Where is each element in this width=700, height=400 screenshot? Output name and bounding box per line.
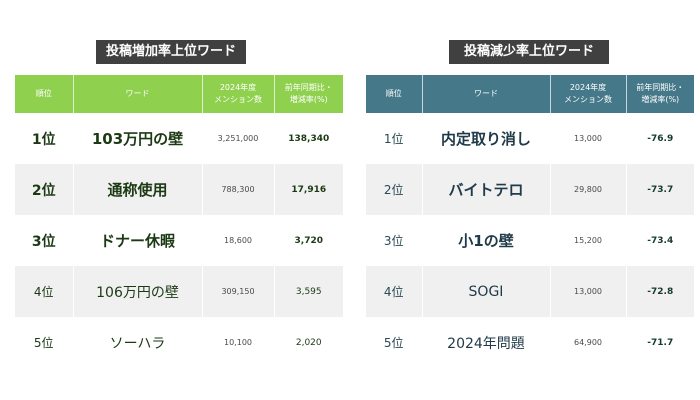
rank-cell: 1位 [366,113,423,164]
table-row: 3位 ドナー休暇 18,600 3,720 [15,215,343,266]
count-cell: 29,800 [550,164,627,215]
header-count: 2024年度 メンション数 [202,75,275,113]
rate-cell: -76.9 [647,133,674,144]
increase-title: 投稿増加率上位ワード [96,40,246,64]
rank-cell: 2位 [366,164,423,215]
rate-cell: 17,916 [274,164,343,215]
header-rate: 前年同期比・ 増減率(%) [274,75,343,113]
rank-cell: 1位 [15,113,74,164]
table-row: 5位 2024年問題 64,900 -71.7 [366,317,694,368]
rate-cell: -73.7 [626,164,694,215]
word-cell: 通称使用 [73,164,203,215]
decrease-panel: 投稿減少率上位ワード 順位 ワード 2024年度 メンション数 前年同期比・ 増減率… [366,40,694,368]
count-cell: 788,300 [202,164,275,215]
count-cell: 13,000 [550,266,627,317]
rate-cell: 2,020 [295,337,322,348]
count-cell: 18,600 [202,215,275,266]
table-row: 5位 ソーハラ 10,100 2,020 [15,317,343,368]
table-row: 3位 小1の壁 15,200 -73.4 [366,215,694,266]
word-cell: SOGI [422,266,551,317]
word-cell: バイトテロ [422,164,551,215]
header-rank: 順位 [15,75,74,113]
decrease-title: 投稿減少率上位ワード [449,40,609,64]
table-row: 2位 通称使用 788,300 17,916 [15,164,343,215]
rate-cell: -71.7 [647,337,674,348]
word-cell: 小1の壁 [422,215,551,266]
rate-cell: -73.4 [647,235,674,246]
header-rate: 前年同期比・ 増減率(%) [626,75,694,113]
count-cell: 309,150 [202,266,275,317]
word-cell: 内定取り消し [422,113,551,164]
count-cell: 13,000 [550,113,627,164]
increase-table: 順位 ワード 2024年度 メンション数 前年同期比・ 増減率(%) 1位 103万… [15,75,343,368]
word-cell: 2024年問題 [422,317,551,368]
rank-cell: 4位 [15,266,74,317]
rate-cell: 3,720 [294,235,323,246]
rank-cell: 4位 [366,266,423,317]
rate-cell: 3,595 [274,266,343,317]
word-cell: ソーハラ [73,317,203,368]
count-cell: 64,900 [550,317,627,368]
increase-panel: 投稿増加率上位ワード 順位 ワード 2024年度 メンション数 前年同期比・ 増減率… [15,40,343,368]
rank-cell: 5位 [15,317,74,368]
decrease-table: 順位 ワード 2024年度 メンション数 前年同期比・ 増減率(%) 1位 内定取り… [366,75,694,368]
table-row: 4位 106万円の壁 309,150 3,595 [15,266,343,317]
rate-cell: 138,340 [288,133,330,144]
word-cell: ドナー休暇 [73,215,203,266]
header-count: 2024年度 メンション数 [550,75,627,113]
word-cell: 103万円の壁 [73,113,203,164]
rank-cell: 2位 [15,164,74,215]
header-rank: 順位 [366,75,423,113]
rate-cell: -72.8 [626,266,694,317]
table-row: 4位 SOGI 13,000 -72.8 [366,266,694,317]
rank-cell: 5位 [366,317,423,368]
table-header-row: 順位 ワード 2024年度 メンション数 前年同期比・ 増減率(%) [15,75,343,113]
count-cell: 15,200 [550,215,627,266]
table-row: 1位 内定取り消し 13,000 -76.9 [366,113,694,164]
word-cell: 106万円の壁 [73,266,203,317]
table-row: 1位 103万円の壁 3,251,000 138,340 [15,113,343,164]
table-row: 2位 バイトテロ 29,800 -73.7 [366,164,694,215]
header-word: ワード [73,75,203,113]
count-cell: 10,100 [202,317,275,368]
header-word: ワード [422,75,551,113]
count-cell: 3,251,000 [202,113,275,164]
rank-cell: 3位 [366,215,423,266]
table-header-row: 順位 ワード 2024年度 メンション数 前年同期比・ 増減率(%) [366,75,694,113]
rank-cell: 3位 [15,215,74,266]
